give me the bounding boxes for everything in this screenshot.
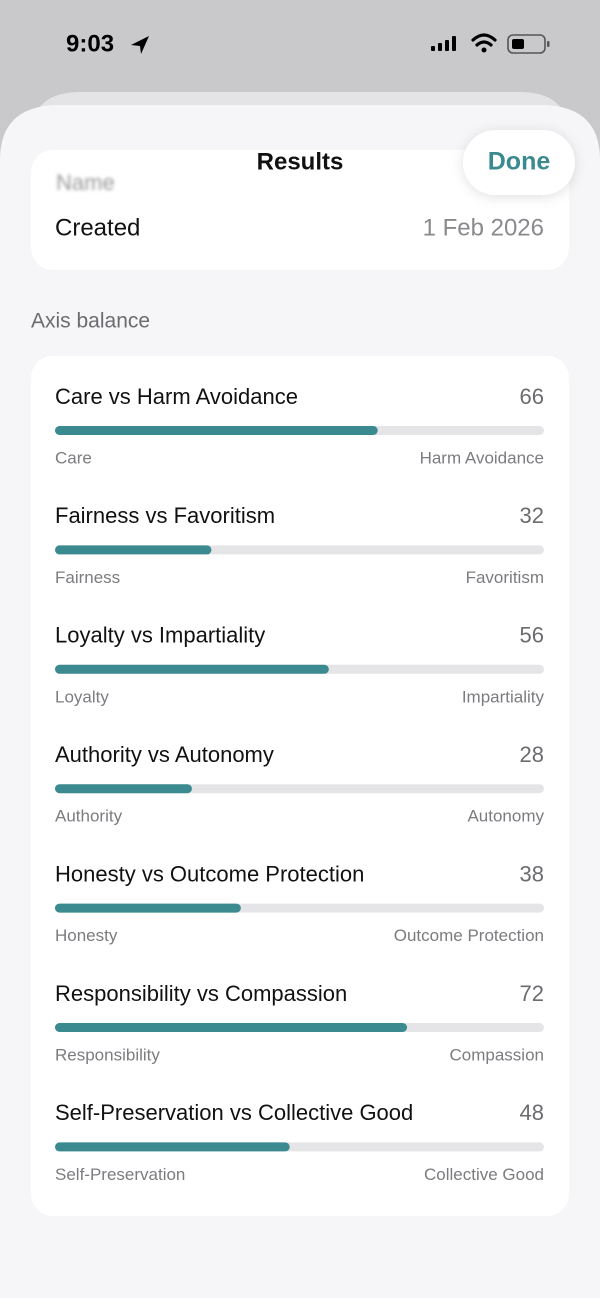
right-label: Harm Avoidance	[420, 448, 544, 467]
wifi-icon	[471, 33, 497, 47]
bar-fill	[55, 1023, 408, 1032]
axis-value: 56	[520, 623, 544, 648]
left-label: Responsibility	[55, 1045, 160, 1064]
right-label: Outcome Protection	[394, 926, 544, 945]
bar-fill	[55, 545, 212, 555]
axis-name: Responsibility vs Compassion	[55, 981, 347, 1006]
created-value: 1 Feb 2026	[423, 214, 544, 241]
left-label: Care	[55, 448, 92, 467]
axis-value: 32	[520, 503, 544, 528]
bar-fill	[55, 664, 329, 674]
left-label: Self-Preservation	[55, 1165, 185, 1184]
right-label: Favoritism	[466, 568, 544, 587]
right-label: Compassion	[450, 1045, 545, 1064]
signal-icon	[431, 36, 456, 51]
status-time: 9:03	[66, 30, 114, 57]
axis-name: Self-Preservation vs Collective Good	[55, 1100, 413, 1125]
bar-fill	[55, 426, 378, 435]
wifi-dot	[481, 47, 487, 53]
section-title: Axis balance	[31, 310, 150, 333]
right-label: Impartiality	[462, 687, 545, 706]
left-label: Authority	[55, 807, 123, 826]
details-card	[31, 150, 569, 270]
battery-level	[512, 39, 524, 49]
battery-tip	[547, 41, 550, 47]
axis-name: Care vs Harm Avoidance	[55, 384, 298, 409]
created-label: Created	[55, 214, 140, 241]
right-label: Autonomy	[467, 807, 544, 826]
axis-rows: Care vs Harm Avoidance 66 Care Harm Avoidan…	[55, 384, 544, 1184]
axis-value: 66	[520, 384, 544, 409]
right-label: Collective Good	[424, 1165, 544, 1184]
axis-value: 38	[520, 861, 544, 886]
location-icon	[131, 36, 149, 54]
battery-icon	[507, 34, 546, 54]
done-button-bg[interactable]	[463, 130, 575, 195]
done-button-label[interactable]: Done	[488, 148, 551, 176]
bar-fill	[55, 1142, 290, 1152]
done-button[interactable]: Done	[463, 130, 575, 195]
left-label: Fairness	[55, 568, 120, 587]
axis-name: Authority vs Autonomy	[55, 742, 274, 767]
name-label: Name	[56, 170, 115, 195]
left-label: Honesty	[55, 926, 118, 945]
axis-value: 28	[520, 742, 544, 767]
axis-value: 72	[520, 981, 544, 1006]
axis-value: 48	[520, 1100, 544, 1125]
axis-name: Fairness vs Favoritism	[55, 503, 275, 528]
axis-name: Honesty vs Outcome Protection	[55, 861, 364, 886]
left-label: Loyalty	[55, 687, 109, 706]
header-title: Results	[257, 148, 344, 175]
axis-name: Loyalty vs Impartiality	[55, 623, 265, 648]
bar-fill	[55, 784, 192, 794]
bar-fill	[55, 903, 241, 913]
